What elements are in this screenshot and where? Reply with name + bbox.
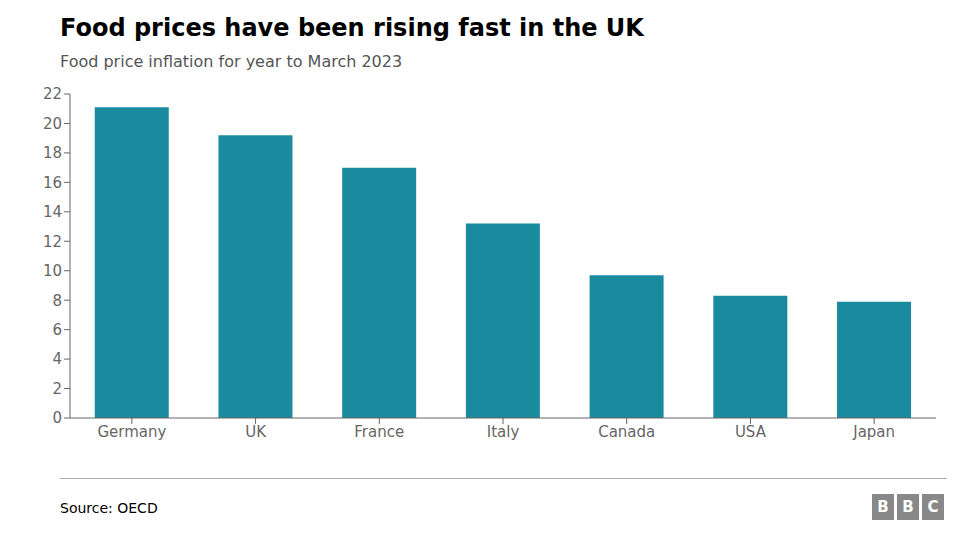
- html-text:Food price inflation for year: Food price inflation for year to March 2…: [60, 52, 403, 71]
- svg-text:6: 6: [52, 321, 62, 339]
- svg-text:0: 0: [52, 409, 62, 427]
- svg-text:18: 18: [43, 144, 62, 162]
- svg-text:UK: UK: [245, 423, 267, 441]
- svg-text:2: 2: [52, 380, 62, 398]
- svg-text:4: 4: [52, 350, 62, 368]
- svg-text:20: 20: [43, 115, 62, 133]
- svg-text:12: 12: [43, 233, 62, 251]
- svg-text:14: 14: [43, 203, 62, 221]
- svg-text:USA: USA: [735, 423, 767, 441]
- svg-text:Canada: Canada: [598, 423, 655, 441]
- html-text:B: B: [877, 498, 889, 516]
- svg-text:10: 10: [43, 262, 62, 280]
- svg-text:France: France: [354, 423, 404, 441]
- html-text:Food prices have been rising f: Food prices have been rising fast in the…: [60, 14, 644, 42]
- svg-text:Italy: Italy: [487, 423, 520, 441]
- svg-text:8: 8: [52, 292, 62, 310]
- html-text:C: C: [927, 498, 939, 516]
- svg-text:22: 22: [43, 85, 62, 103]
- svg-text:Japan: Japan: [852, 423, 895, 441]
- svg-text:16: 16: [43, 174, 62, 192]
- html-text:Source: OECD: Source: OECD: [60, 500, 158, 516]
- svg-text:Germany: Germany: [97, 423, 166, 441]
- html-text:B: B: [902, 498, 914, 516]
